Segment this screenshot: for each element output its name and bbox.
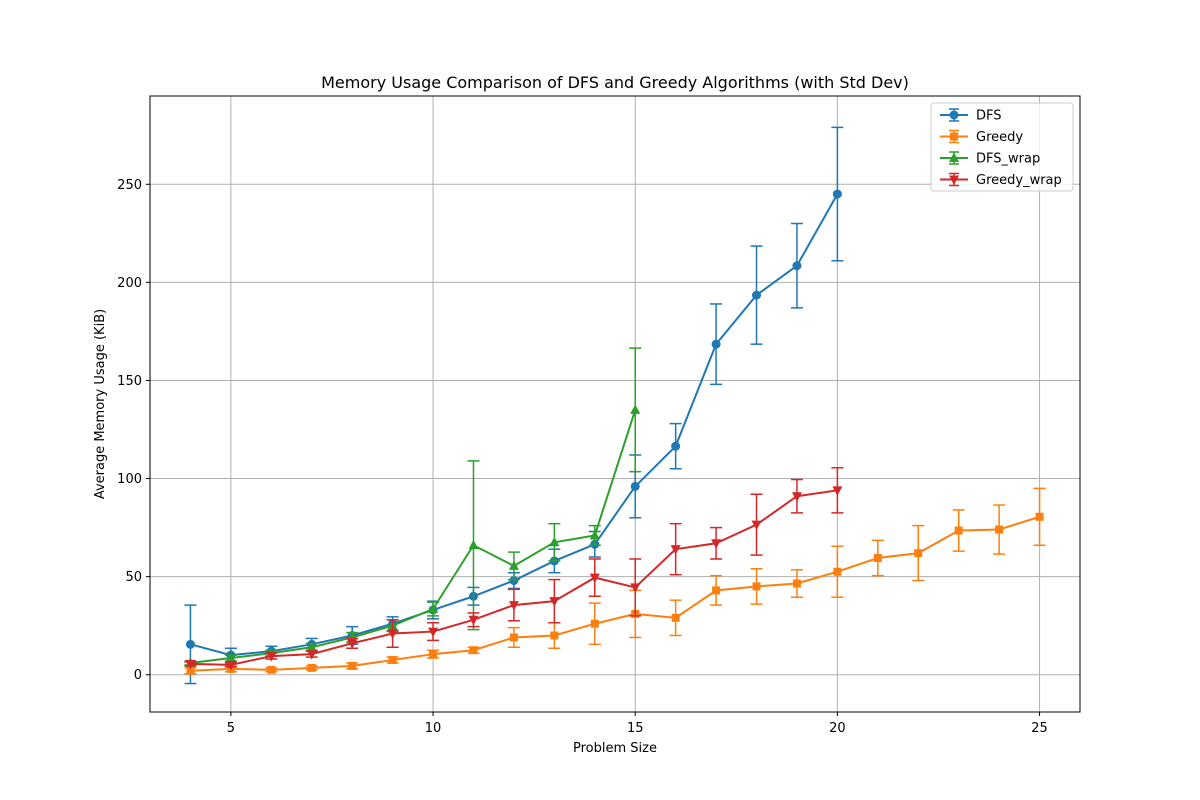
x-axis-label: Problem Size	[573, 741, 657, 756]
series-line	[190, 515, 1040, 672]
data-point	[792, 579, 801, 588]
y-tick-label: 0	[134, 668, 142, 683]
legend-marker	[949, 152, 959, 162]
x-tick-label: 5	[227, 721, 235, 736]
y-tick-label: 100	[117, 472, 142, 487]
data-point	[185, 659, 196, 670]
data-point	[914, 549, 923, 558]
data-point	[549, 597, 560, 607]
data-point	[267, 665, 276, 674]
data-point	[509, 576, 519, 586]
data-point	[348, 661, 357, 670]
data-point	[549, 536, 560, 547]
data-point	[225, 652, 236, 663]
legend-entry: Greedy_wrap	[940, 172, 1062, 188]
data-point	[225, 660, 236, 671]
series-greedy	[184, 487, 1046, 675]
data-point	[589, 529, 600, 540]
data-point	[832, 189, 842, 199]
data-point	[387, 629, 398, 640]
data-point	[671, 441, 681, 451]
chart-title: Memory Usage Comparison of DFS and Greed…	[321, 73, 909, 92]
legend: DFS Greedy DFS_wrap Greedy_wrap	[930, 102, 1074, 192]
data-point	[671, 613, 680, 622]
data-point	[791, 492, 802, 502]
data-point	[469, 646, 478, 655]
data-point	[590, 619, 599, 628]
data-point	[509, 633, 518, 642]
legend-label: Greedy_wrap	[976, 173, 1062, 188]
data-point	[630, 583, 641, 593]
legend-marker	[949, 110, 959, 120]
y-axis: 0 50 100 150 200 250	[117, 178, 150, 683]
data-point	[306, 641, 317, 652]
y-axis-label: Average Memory Usage (KiB)	[93, 309, 108, 499]
data-point	[954, 526, 963, 535]
data-point	[630, 481, 640, 491]
data-point	[468, 539, 479, 550]
data-point	[711, 539, 722, 549]
data-point	[429, 650, 438, 659]
y-tick-label: 250	[117, 178, 142, 193]
series-line	[190, 409, 637, 664]
x-tick-label: 25	[1031, 721, 1048, 736]
data-point	[832, 486, 843, 496]
legend-entry: Greedy	[940, 129, 1023, 145]
plot-frame	[149, 95, 1081, 713]
data-point	[266, 652, 277, 662]
x-tick-label: 20	[829, 721, 846, 736]
legend-marker	[949, 175, 959, 185]
plot-area	[149, 95, 1081, 713]
data-point	[186, 666, 195, 675]
data-point	[995, 525, 1004, 534]
data-point	[468, 615, 479, 626]
data-point	[751, 520, 762, 531]
legend-box	[930, 102, 1074, 192]
series-layer	[184, 126, 1046, 685]
legend-entry: DFS	[940, 108, 1002, 124]
y-tick-label: 50	[125, 570, 142, 585]
legend-label: DFS	[976, 109, 1002, 124]
data-point	[508, 560, 519, 570]
x-tick-label: 15	[627, 721, 644, 736]
legend-entry: DFS_wrap	[940, 151, 1040, 167]
legend-label: DFS_wrap	[976, 152, 1040, 167]
data-point	[508, 601, 519, 611]
data-point	[428, 603, 439, 614]
legend-marker	[950, 132, 958, 141]
data-point	[873, 554, 882, 562]
data-point	[792, 261, 802, 271]
data-point	[307, 663, 316, 672]
y-tick-label: 200	[117, 276, 142, 291]
data-point	[589, 573, 600, 584]
legend-label: Greedy	[976, 130, 1023, 145]
data-point	[752, 582, 761, 591]
data-point	[347, 639, 358, 649]
data-point	[833, 567, 842, 576]
data-point	[185, 639, 195, 649]
data-point	[712, 586, 721, 595]
data-point	[670, 545, 681, 555]
data-point	[428, 627, 439, 638]
data-point	[550, 631, 559, 640]
data-point	[388, 656, 397, 665]
data-point	[1035, 512, 1044, 521]
data-point	[752, 290, 762, 300]
x-tick-label: 10	[425, 721, 442, 736]
series-dfs-wrap	[184, 347, 642, 667]
data-point	[711, 339, 721, 349]
data-point	[630, 404, 641, 414]
x-axis: 5 10 15 20 25	[227, 712, 1048, 736]
series-greedy-wrap	[184, 467, 844, 671]
data-point	[306, 650, 317, 660]
y-tick-label: 150	[117, 374, 142, 389]
